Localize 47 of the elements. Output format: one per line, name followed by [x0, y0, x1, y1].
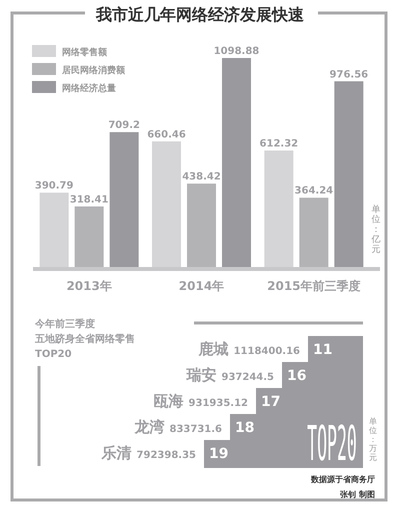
category-label: 鹿城 — [197, 340, 234, 358]
text: 今年前三季度 — [34, 318, 95, 330]
text: 16 — [287, 368, 306, 384]
category-label: 乐清 — [100, 444, 137, 462]
text: 11 — [313, 342, 332, 358]
text: 单位：万元 — [369, 417, 377, 462]
bar — [187, 184, 216, 267]
data-label: 976.56 — [330, 69, 368, 80]
bar — [334, 81, 364, 267]
data-label: 937244.5 — [221, 372, 274, 383]
text: TOP20 — [307, 417, 357, 472]
text: 数据源于省商务厅 — [310, 474, 375, 484]
text: 张钊 制图 — [340, 490, 375, 499]
category-label: 瑞安 — [185, 366, 222, 384]
category-label: 龙湾 — [133, 418, 170, 436]
data-label: 792398.35 — [136, 450, 196, 461]
data-label: 318.41 — [70, 194, 108, 206]
text: 五地跻身全省网络零售TOP20 — [34, 333, 135, 360]
bar — [222, 58, 251, 267]
data-label: 612.32 — [260, 138, 298, 150]
data-label: 931935.12 — [188, 398, 248, 409]
legend-label: 网络经济总量 — [62, 83, 116, 94]
data-label: 709.2 — [108, 120, 140, 132]
legend-label: 居民网络消费额 — [61, 65, 126, 76]
bar — [40, 192, 69, 267]
bar — [152, 141, 181, 267]
x-tick-label: 2013年 — [66, 279, 112, 293]
legend-label: 网络零售额 — [62, 47, 108, 58]
text: 19 — [209, 446, 228, 462]
data-label: 438.42 — [182, 172, 221, 183]
text: 18 — [235, 420, 254, 436]
text: 17 — [261, 394, 280, 410]
category-label: 瓯海 — [153, 392, 189, 410]
data-label: 390.79 — [34, 180, 74, 192]
bar — [299, 198, 328, 267]
x-tick-label: 2014年 — [178, 279, 224, 293]
bar — [74, 206, 104, 267]
data-label: 833731.6 — [169, 424, 222, 435]
bar — [264, 150, 294, 267]
x-tick-label: 2015年前三季度 — [267, 279, 361, 293]
chart-title: 我市近几年网络经济发展快速 — [95, 5, 305, 24]
annotation: 单位：亿元 — [370, 204, 380, 255]
data-label: 364.24 — [294, 186, 334, 197]
data-label: 1098.88 — [214, 46, 260, 57]
bar — [110, 132, 139, 267]
data-label: 660.46 — [147, 129, 186, 140]
data-label: 1118400.16 — [234, 346, 300, 357]
